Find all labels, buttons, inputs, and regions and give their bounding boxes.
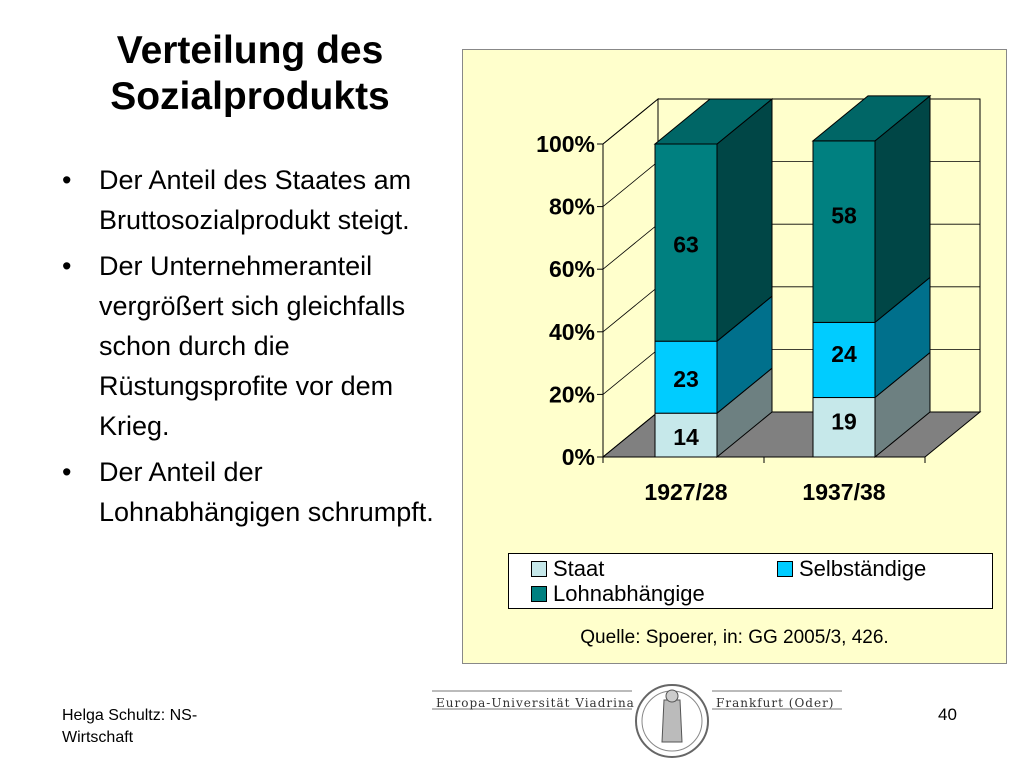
data-label: 24: [831, 341, 857, 367]
bar-segment: [812, 140, 876, 323]
gridline: [602, 411, 659, 458]
gridline: [602, 161, 659, 207]
footer-line-1: Helga Schultz: NS-: [62, 707, 198, 724]
legend-label-lohnabhaengige: Lohnabhängige: [553, 581, 705, 606]
logo-text-left: Europa-Universität Viadrina: [436, 696, 635, 710]
bar-segment: [654, 340, 718, 414]
logo-lines-icon: [432, 684, 842, 758]
legend-swatch-lohnabhaengige: [531, 586, 547, 602]
gridline: [602, 286, 659, 333]
legend-item-lohnabhaengige: Lohnabhängige: [531, 581, 705, 607]
bullet-text: Der Anteil der Lohnabhängigen schrumpft.: [99, 457, 434, 527]
slide-title: Verteilung des Sozialprodukts: [50, 28, 450, 120]
logo-text-right: Frankfurt (Oder): [716, 696, 835, 710]
legend-item-staat: Staat: [531, 556, 604, 582]
university-logo: Europa-Universität Viadrina Frankfurt (O…: [432, 676, 842, 768]
bar-segment: [812, 397, 876, 458]
title-line-1: Verteilung des: [116, 29, 384, 72]
y-tick-label: 0%: [562, 444, 595, 470]
bullet-item: • Der Anteil des Staates am Bruttosozialp…: [62, 160, 462, 240]
stacked-bar-chart: 0% 20% 40% 60% 80% 100% 14 23 63 1927/28 19 24 58 193…: [536, 94, 982, 505]
legend-swatch-selbstaendige: [777, 561, 793, 577]
legend-label-staat: Staat: [553, 556, 605, 581]
footer-author: Helga Schultz: NS- Wirtschaft: [62, 705, 197, 749]
y-tick-label: 100%: [536, 131, 595, 157]
chart-source: Quelle: Spoerer, in: GG 2005/3, 426.: [580, 627, 889, 648]
bullet-item: • Der Unternehmeranteil vergrößert sich g…: [62, 246, 462, 446]
y-tick-label: 60%: [549, 256, 595, 282]
data-label: 19: [831, 408, 857, 434]
chart-legend: Staat Selbständige Lohnabhängige: [508, 553, 993, 609]
bar-segment-top: [653, 98, 774, 145]
data-label: 14: [673, 424, 699, 450]
legend-item-selbstaendige: Selbständige: [777, 556, 926, 582]
bullet-dot: •: [62, 251, 72, 281]
page-number: 40: [938, 705, 957, 724]
legend-label-selbstaendige: Selbständige: [799, 556, 927, 581]
bullet-text: Der Unternehmeranteil vergrößert sich gl…: [99, 251, 406, 441]
bullet-text: Der Anteil des Staates am Bruttosozialpr…: [99, 165, 412, 235]
footer-line-2: Wirtschaft: [62, 729, 134, 746]
chart-frame: 0% 20% 40% 60% 80% 100% 14 23 63 1927/28 19 24 58 193…: [462, 49, 1007, 664]
bullet-dot: •: [62, 165, 72, 195]
y-tick-label: 40%: [549, 319, 595, 345]
legend-swatch-staat: [531, 561, 547, 577]
gridline: [602, 349, 659, 395]
bar-segment-top: [811, 95, 932, 142]
data-label: 58: [831, 203, 857, 229]
bullet-dot: •: [62, 457, 72, 487]
x-tick-label: 1927/28: [644, 479, 727, 505]
data-label: 63: [673, 232, 699, 258]
gridline: [602, 223, 659, 270]
y-tick-label: 20%: [549, 381, 595, 407]
bullet-list: • Der Anteil des Staates am Bruttosozialp…: [62, 160, 462, 538]
bullet-item: • Der Anteil der Lohnabhängigen schrumpft…: [62, 452, 462, 532]
title-line-2: Sozialprodukts: [110, 75, 390, 118]
y-tick-label: 80%: [549, 194, 595, 220]
bar-segment: [654, 143, 718, 342]
x-tick-label: 1937/38: [802, 479, 885, 505]
gridline: [602, 98, 659, 145]
chart-side-wall: [602, 97, 659, 459]
bar-segment: [654, 412, 718, 458]
data-label: 23: [673, 366, 699, 392]
